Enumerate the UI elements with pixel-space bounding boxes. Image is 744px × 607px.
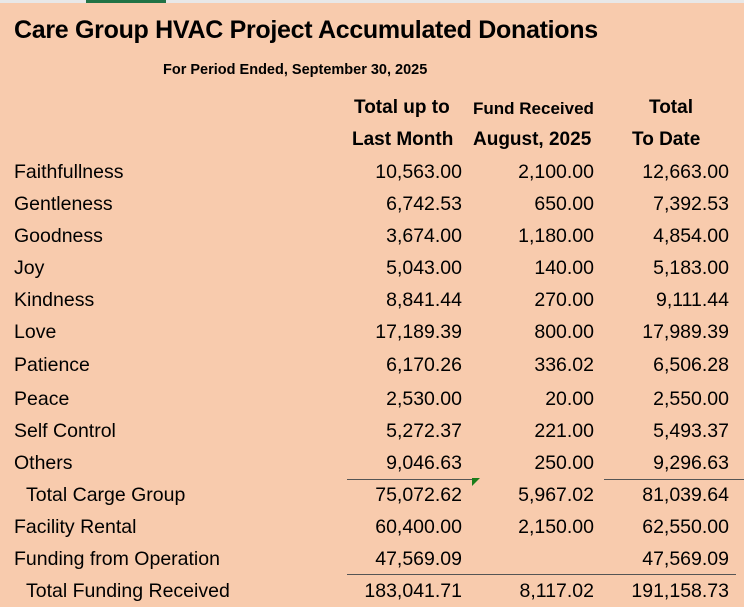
header-col3-line1: Total	[649, 97, 693, 118]
row-label[interactable]: Funding from Operation	[14, 548, 220, 570]
row-label[interactable]: Joy	[14, 257, 45, 279]
table-row: Love 17,189.39 800.00 17,989.39	[0, 316, 744, 348]
total-last-month-cell[interactable]: 17,189.39	[375, 321, 462, 343]
total-last-month-cell[interactable]: 6,742.53	[386, 193, 462, 215]
total-to-date-cell[interactable]: 47,569.09	[642, 548, 729, 570]
row-label[interactable]: Faithfullness	[14, 161, 124, 183]
table-row: Patience 6,170.26 336.02 6,506.28	[0, 349, 744, 381]
fund-received-cell[interactable]: 336.02	[534, 354, 594, 376]
total-last-month-cell[interactable]: 2,530.00	[386, 388, 462, 410]
total-last-month-cell[interactable]: 75,072.62	[375, 484, 462, 506]
table-row: Goodness 3,674.00 1,180.00 4,854.00	[0, 220, 744, 252]
total-to-date-cell[interactable]: 7,392.53	[653, 193, 729, 215]
subtotal-underline-col1	[347, 479, 473, 480]
total-to-date-cell[interactable]: 5,493.37	[653, 420, 729, 442]
header-col2-line2: August, 2025	[473, 129, 592, 150]
total-last-month-cell[interactable]: 8,841.44	[386, 289, 462, 311]
row-label[interactable]: Goodness	[14, 225, 103, 247]
header-col1-line1: Total up to	[354, 97, 450, 118]
table-row: Peace 2,530.00 20.00 2,550.00	[0, 383, 744, 415]
total-last-month-cell[interactable]: 6,170.26	[386, 354, 462, 376]
row-label[interactable]: Peace	[14, 388, 70, 410]
total-last-month-cell[interactable]: 9,046.63	[386, 452, 462, 474]
row-label[interactable]: Patience	[14, 354, 90, 376]
total-last-month-cell[interactable]: 5,043.00	[386, 257, 462, 279]
total-to-date-cell[interactable]: 81,039.64	[642, 484, 729, 506]
total-to-date-cell[interactable]: 17,989.39	[642, 321, 729, 343]
fund-received-cell[interactable]: 2,150.00	[518, 516, 594, 538]
header-col2-line1: Fund Received	[473, 99, 594, 118]
fund-received-cell[interactable]: 20.00	[545, 388, 594, 410]
table-row: Faithfullness 10,563.00 2,100.00 12,663.…	[0, 156, 744, 188]
fund-received-cell[interactable]: 270.00	[534, 289, 594, 311]
fund-received-cell[interactable]: 140.00	[534, 257, 594, 279]
selected-column-indicator	[86, 0, 166, 3]
row-label[interactable]: Love	[14, 321, 57, 343]
header-col1-line2: Last Month	[352, 129, 454, 150]
table-row: Facility Rental 60,400.00 2,150.00 62,55…	[0, 511, 744, 543]
header-col3-line2: To Date	[632, 129, 701, 150]
row-label[interactable]: Facility Rental	[14, 516, 137, 538]
table-row: Gentleness 6,742.53 650.00 7,392.53	[0, 188, 744, 220]
total-to-date-cell[interactable]: 191,158.73	[631, 580, 729, 602]
total-to-date-cell[interactable]: 4,854.00	[653, 225, 729, 247]
table-row: Total Funding Received 183,041.71 8,117.…	[0, 575, 744, 607]
total-last-month-cell[interactable]: 5,272.37	[386, 420, 462, 442]
total-last-month-cell[interactable]: 3,674.00	[386, 225, 462, 247]
row-label[interactable]: Kindness	[14, 289, 95, 311]
total-last-month-cell[interactable]: 183,041.71	[364, 580, 462, 602]
error-indicator-icon[interactable]	[472, 478, 480, 486]
report-subtitle: For Period Ended, September 30, 2025	[163, 62, 428, 78]
fund-received-cell[interactable]: 5,967.02	[518, 484, 594, 506]
fund-received-cell[interactable]: 250.00	[534, 452, 594, 474]
fund-received-cell[interactable]: 221.00	[534, 420, 594, 442]
table-row: Joy 5,043.00 140.00 5,183.00	[0, 252, 744, 284]
table-row: Total Carge Group 75,072.62 5,967.02 81,…	[0, 479, 744, 511]
fund-received-cell[interactable]: 8,117.02	[519, 580, 594, 602]
table-row: Kindness 8,841.44 270.00 9,111.44	[0, 284, 744, 316]
fund-received-cell[interactable]: 1,180.00	[518, 225, 594, 247]
total-to-date-cell[interactable]: 12,663.00	[642, 161, 729, 183]
total-to-date-cell[interactable]: 9,111.44	[655, 289, 729, 311]
total-to-date-cell[interactable]: 9,296.63	[653, 452, 729, 474]
total-last-month-cell[interactable]: 47,569.09	[375, 548, 462, 570]
total-to-date-cell[interactable]: 62,550.00	[642, 516, 729, 538]
total-to-date-cell[interactable]: 5,183.00	[653, 257, 729, 279]
row-label[interactable]: Others	[14, 452, 73, 474]
fund-received-cell[interactable]: 2,100.00	[518, 161, 594, 183]
table-row: Self Control 5,272.37 221.00 5,493.37	[0, 415, 744, 447]
row-label[interactable]: Total Carge Group	[26, 484, 186, 506]
row-label[interactable]: Gentleness	[14, 193, 113, 215]
total-to-date-cell[interactable]: 6,506.28	[653, 354, 729, 376]
total-to-date-cell[interactable]: 2,550.00	[653, 388, 729, 410]
total-last-month-cell[interactable]: 60,400.00	[375, 516, 462, 538]
total-last-month-cell[interactable]: 10,563.00	[375, 161, 462, 183]
fund-received-cell[interactable]: 800.00	[534, 321, 594, 343]
total-underline	[347, 574, 736, 575]
row-label[interactable]: Total Funding Received	[26, 580, 230, 602]
column-header-strip	[0, 0, 744, 3]
row-label[interactable]: Self Control	[14, 420, 116, 442]
report-title: Care Group HVAC Project Accumulated Dona…	[14, 16, 598, 44]
table-row: Others 9,046.63 250.00 9,296.63	[0, 447, 744, 479]
subtotal-underline-col3	[604, 479, 744, 480]
fund-received-cell[interactable]: 650.00	[534, 193, 594, 215]
table-row: Funding from Operation 47,569.09 47,569.…	[0, 543, 744, 575]
